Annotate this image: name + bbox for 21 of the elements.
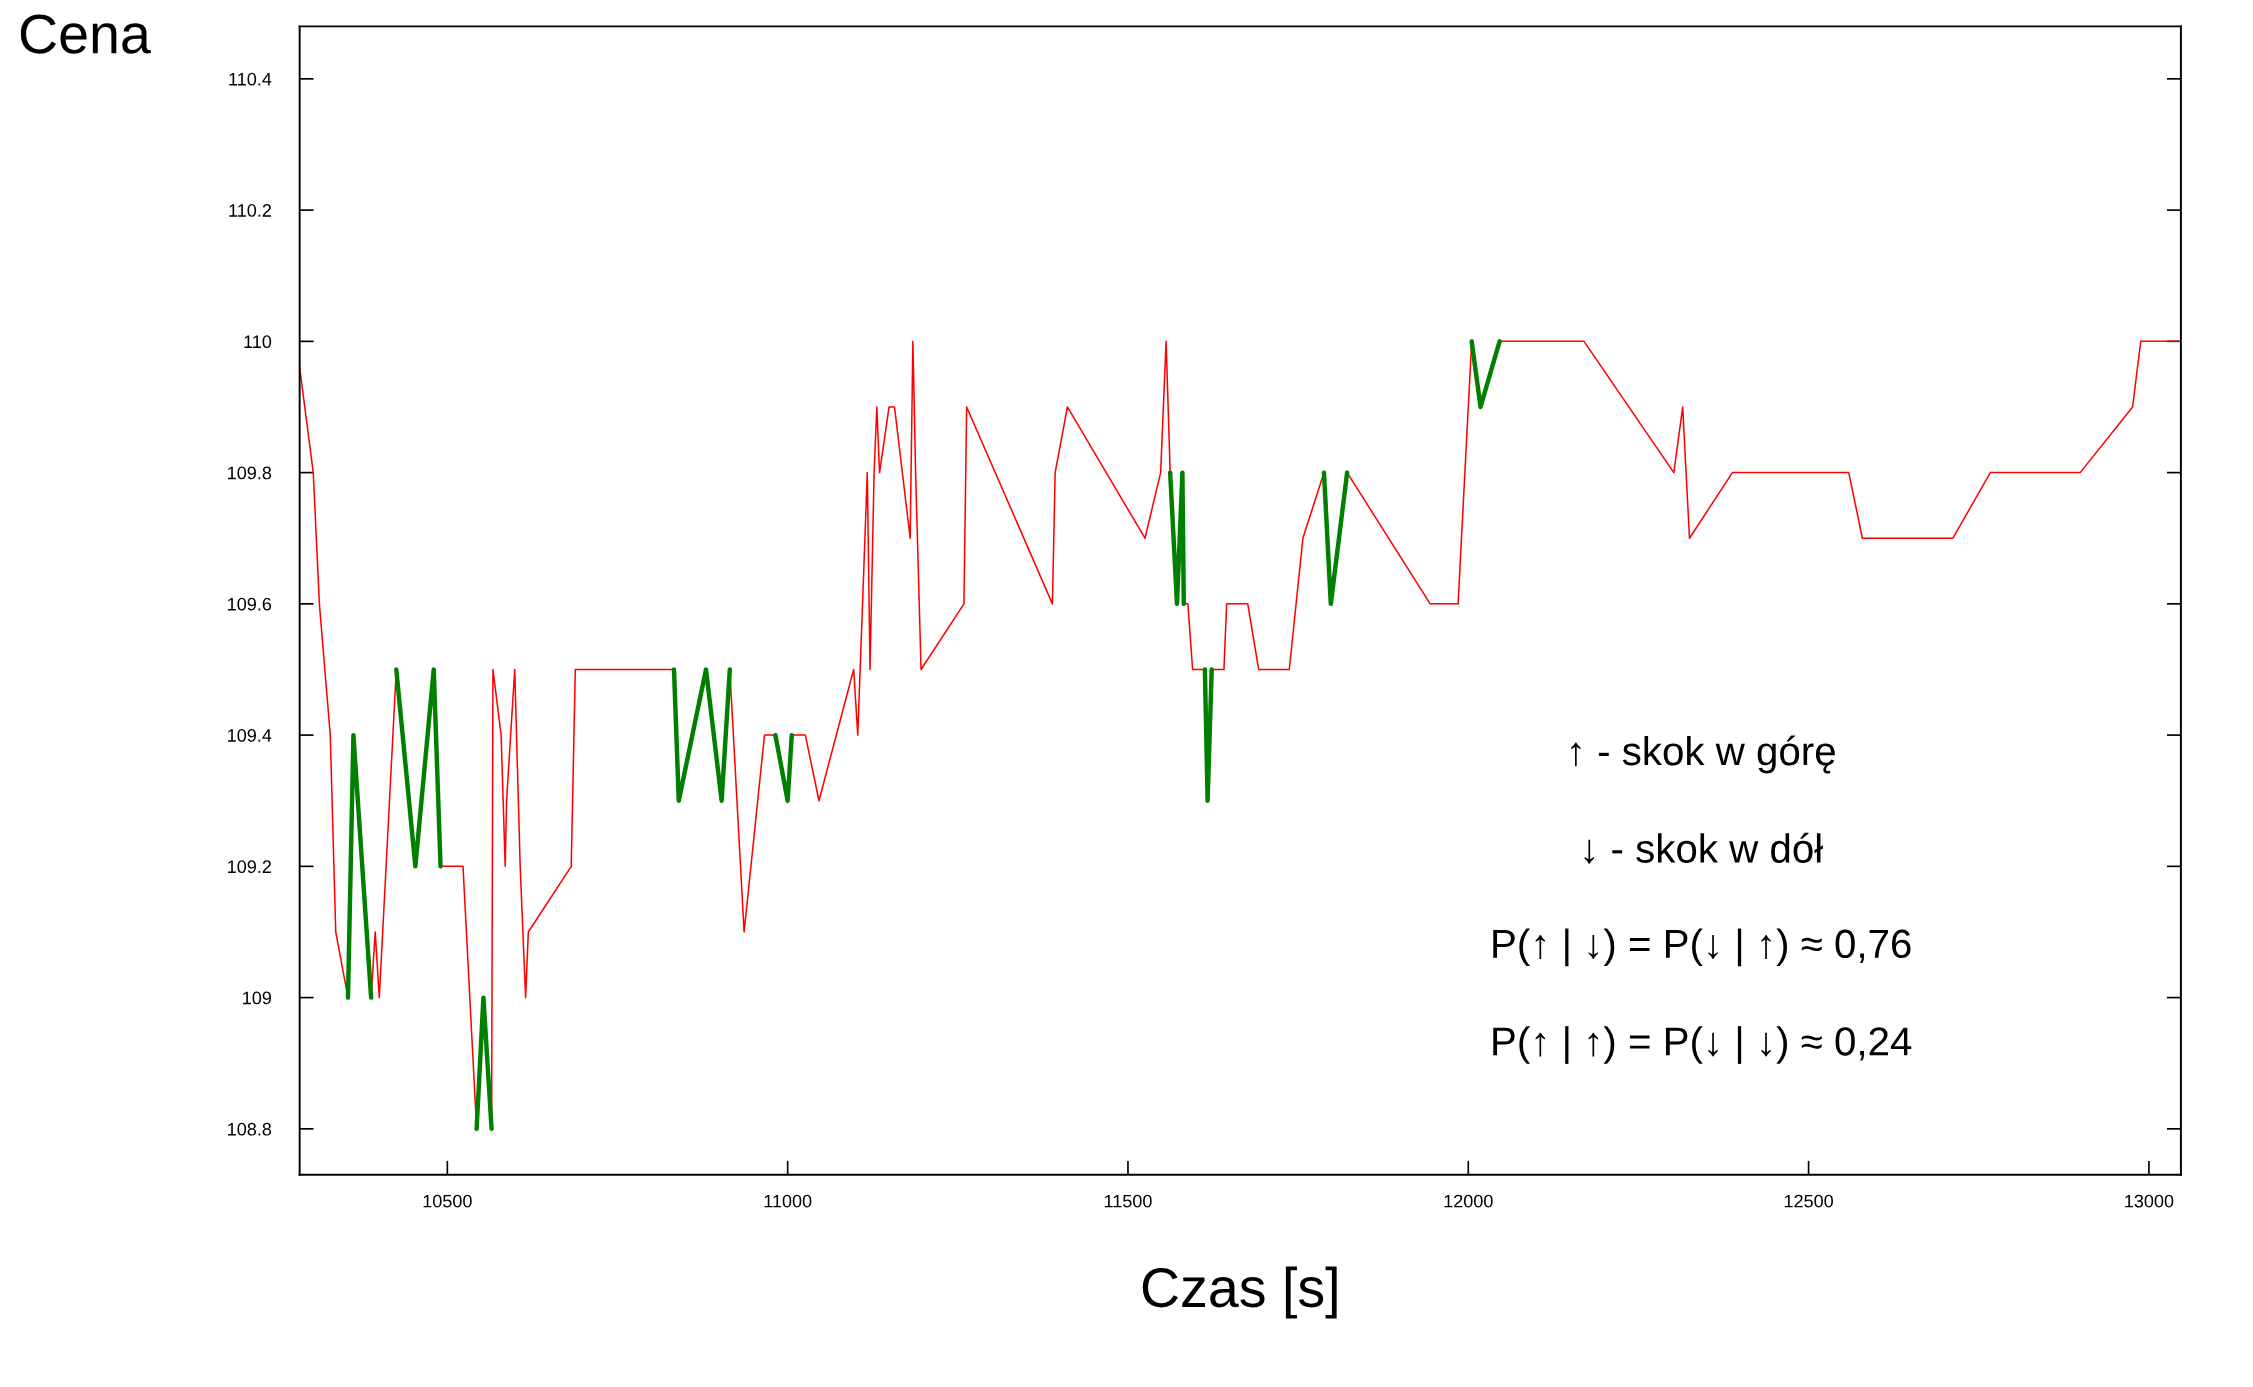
annotation: ↓ - skok w dół [1584, 832, 1823, 864]
y-tick-label: 109.2 [228, 860, 271, 874]
x-tick-label: 11500 [1104, 1194, 1152, 1208]
x-axis-title: Czas [s] [1142, 1266, 1337, 1319]
annotation: P(↑ | ↓) = P(↓ | ↑) ≈ 0,76 [1493, 928, 1911, 967]
y-tick-label: 108.8 [228, 1122, 272, 1136]
y-tick-label: 110 [244, 335, 272, 349]
y-axis-title: Cena [20, 14, 151, 54]
y-tick-label: 109.4 [228, 729, 272, 742]
x-tick-label: 11000 [764, 1194, 812, 1208]
annotation: P(↑ | ↑) = P(↓ | ↓) ≈ 0,24 [1493, 1026, 1912, 1064]
x-tick-label: 12500 [1784, 1194, 1833, 1208]
y-tick-label: 110.2 [229, 204, 271, 217]
y-tick-label: 109.6 [228, 597, 272, 611]
x-tick-label: 13000 [2125, 1194, 2174, 1208]
y-tick-label: 110.4 [229, 72, 272, 86]
y-tick-label: 109 [243, 991, 272, 1005]
y-tick-label: 109.8 [228, 466, 272, 480]
x-tick-label: 12000 [1444, 1194, 1493, 1208]
x-tick-label: 10500 [423, 1194, 472, 1208]
annotation: ↑ - skok w górę [1571, 735, 1835, 774]
